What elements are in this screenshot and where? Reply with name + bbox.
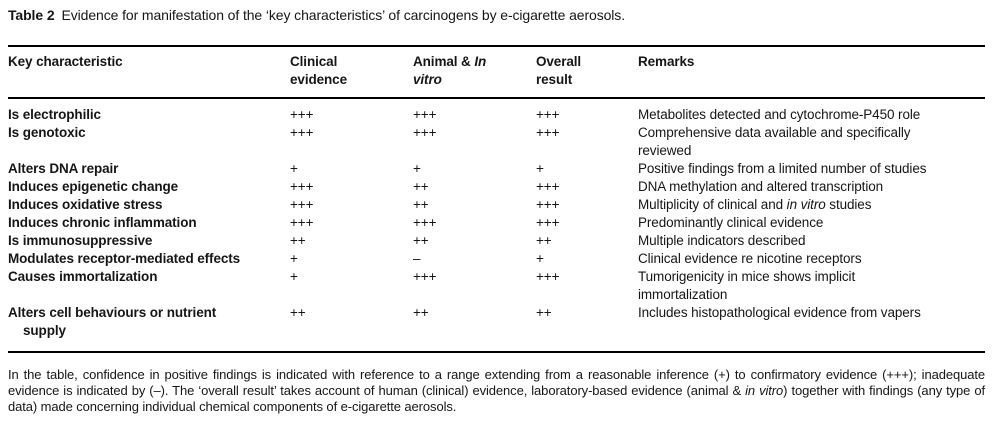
header-overall-result: Overall result (536, 46, 638, 99)
animal-invitro-value: +++ (413, 125, 437, 140)
overall-result-value: +++ (536, 125, 560, 140)
header-clinical-evidence: Clinical evidence (290, 46, 413, 99)
table-body: Is electrophilic +++ +++ +++ Metabolites… (8, 98, 985, 352)
remark-cell: Tumorigenicity in mice shows implicit im… (638, 269, 856, 302)
clinical-evidence-value: + (290, 251, 298, 266)
overall-result-value: +++ (536, 215, 560, 230)
clinical-evidence-value: +++ (290, 197, 314, 212)
animal-invitro-value: ++ (413, 305, 429, 320)
clinical-evidence-value: +++ (290, 215, 314, 230)
overall-result-value: +++ (536, 197, 560, 212)
animal-invitro-value: ++ (413, 179, 429, 194)
animal-invitro-value: +++ (413, 107, 437, 122)
evidence-table: Key characteristic Clinical evidence Ani… (8, 45, 985, 353)
remark-cell: Positive findings from a limited number … (638, 161, 927, 176)
remark-cell: Comprehensive data available and specifi… (638, 125, 911, 158)
remark-cell: Multiplicity of clinical and in vitro st… (638, 197, 872, 212)
overall-result-value: +++ (536, 269, 560, 284)
header-animal-italic-1: In (474, 54, 487, 69)
table-row: Is genotoxic +++ +++ +++ Comprehensive d… (8, 124, 985, 160)
table-caption-text: Evidence for manifestation of the ‘key c… (61, 7, 626, 23)
table-row: Is immunosuppressive ++ ++ ++ Multiple i… (8, 232, 985, 250)
characteristic-cell: Is genotoxic (8, 125, 86, 140)
header-remarks: Remarks (638, 46, 985, 99)
characteristic-cell: Causes immortalization (8, 269, 158, 284)
table-caption: Table 2 Evidence for manifestation of the… (8, 7, 985, 24)
characteristic-cell: Is immunosuppressive (8, 233, 153, 248)
remark-cell: Predominantly clinical evidence (638, 215, 824, 230)
animal-invitro-value: – (413, 251, 421, 266)
paper-table-page: Table 2 Evidence for manifestation of the… (8, 7, 985, 414)
animal-invitro-value: +++ (413, 215, 437, 230)
clinical-evidence-value: ++ (290, 233, 306, 248)
table-header: Key characteristic Clinical evidence Ani… (8, 46, 985, 99)
characteristic-cell: Modulates receptor-mediated effects (8, 251, 241, 266)
clinical-evidence-value: + (290, 161, 298, 176)
remark-cell: Metabolites detected and cytochrome-P450… (638, 107, 921, 122)
animal-invitro-value: ++ (413, 197, 429, 212)
clinical-evidence-value: ++ (290, 305, 306, 320)
table-row: Induces chronic inflammation +++ +++ +++… (8, 214, 985, 232)
clinical-evidence-value: +++ (290, 107, 314, 122)
clinical-evidence-value: + (290, 269, 298, 284)
animal-invitro-value: +++ (413, 269, 437, 284)
table-row: Alters DNA repair + + + Positive finding… (8, 160, 985, 178)
remark-cell: DNA methylation and altered transcriptio… (638, 179, 884, 194)
clinical-evidence-value: +++ (290, 179, 314, 194)
characteristic-cell: Alters DNA repair (8, 161, 119, 176)
characteristic-cell: Is electrophilic (8, 107, 101, 122)
header-key-characteristic: Key characteristic (8, 46, 290, 99)
overall-result-value: + (536, 161, 544, 176)
overall-result-value: +++ (536, 179, 560, 194)
characteristic-cell: Alters cell behaviours or nutrient suppl… (8, 305, 217, 338)
table-row: Modulates receptor-mediated effects + – … (8, 250, 985, 268)
table-number: Table 2 (8, 7, 55, 23)
characteristic-cell: Induces chronic inflammation (8, 215, 197, 230)
overall-result-value: ++ (536, 305, 552, 320)
table-row: Induces epigenetic change +++ ++ +++ DNA… (8, 178, 985, 196)
overall-result-value: ++ (536, 233, 552, 248)
table-row: Alters cell behaviours or nutrient suppl… (8, 304, 985, 352)
characteristic-cell: Induces oxidative stress (8, 197, 163, 212)
table-row: Is electrophilic +++ +++ +++ Metabolites… (8, 98, 985, 124)
table-row: Induces oxidative stress +++ ++ +++ Mult… (8, 196, 985, 214)
header-animal-italic-2: vitro (413, 72, 442, 87)
clinical-evidence-value: +++ (290, 125, 314, 140)
header-animal-invitro: Animal & In vitro (413, 46, 536, 99)
animal-invitro-value: + (413, 161, 421, 176)
remark-cell: Includes histopathological evidence from… (638, 305, 921, 320)
header-animal-prefix: Animal & (413, 54, 475, 69)
remark-cell: Multiple indicators described (638, 233, 806, 248)
overall-result-value: + (536, 251, 544, 266)
animal-invitro-value: ++ (413, 233, 429, 248)
overall-result-value: +++ (536, 107, 560, 122)
table-footnote: In the table, confidence in positive fin… (8, 367, 985, 414)
table-row: Causes immortalization + +++ +++ Tumorig… (8, 268, 985, 304)
remark-cell: Clinical evidence re nicotine receptors (638, 251, 862, 266)
header-row: Key characteristic Clinical evidence Ani… (8, 46, 985, 99)
characteristic-cell: Induces epigenetic change (8, 179, 179, 194)
